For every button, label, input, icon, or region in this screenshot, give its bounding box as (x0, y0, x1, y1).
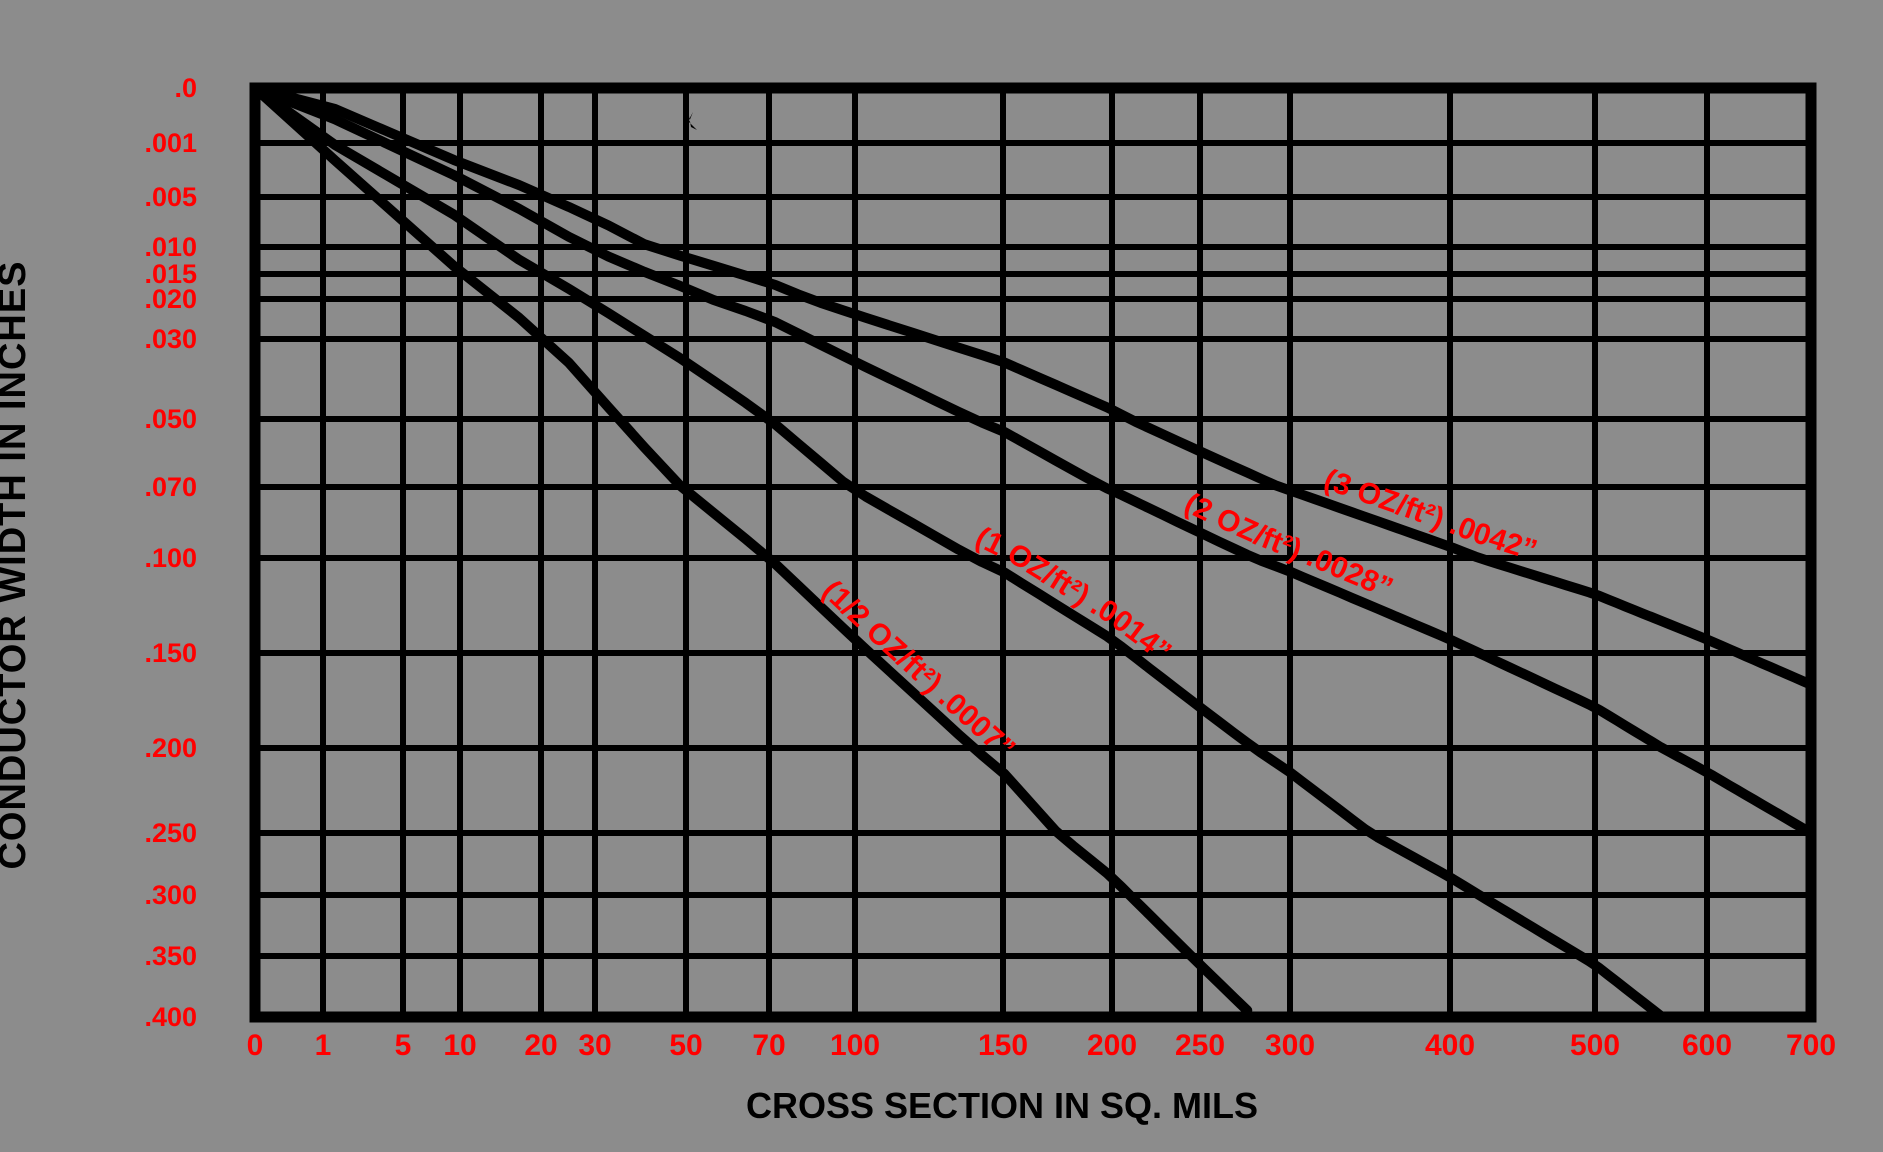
svg-text:5: 5 (395, 1029, 412, 1062)
svg-text:30: 30 (578, 1029, 611, 1062)
svg-text:.001: .001 (144, 128, 197, 158)
svg-text:.005: .005 (144, 182, 197, 212)
svg-text:.350: .350 (144, 941, 197, 971)
svg-text:.020: .020 (144, 284, 197, 314)
svg-text:.0: .0 (174, 73, 197, 103)
svg-text:CROSS SECTION IN SQ. MILS: CROSS SECTION IN SQ. MILS (746, 1085, 1258, 1126)
svg-text:100: 100 (830, 1029, 880, 1062)
svg-text:70: 70 (752, 1029, 785, 1062)
svg-text:.400: .400 (144, 1002, 197, 1032)
svg-text:200: 200 (1087, 1029, 1137, 1062)
svg-text:.200: .200 (144, 733, 197, 763)
svg-text:CONDUCTOR WIDTH IN INCHES: CONDUCTOR WIDTH IN INCHES (0, 260, 34, 869)
svg-text:700: 700 (1786, 1029, 1836, 1062)
svg-text:.100: .100 (144, 543, 197, 573)
svg-text:0: 0 (247, 1029, 264, 1062)
svg-text:1: 1 (315, 1029, 332, 1062)
svg-text:.250: .250 (144, 818, 197, 848)
svg-text:.070: .070 (144, 472, 197, 502)
svg-text:150: 150 (978, 1029, 1028, 1062)
svg-text:.030: .030 (144, 324, 197, 354)
svg-text:10: 10 (443, 1029, 476, 1062)
svg-text:400: 400 (1425, 1029, 1475, 1062)
svg-text:.300: .300 (144, 880, 197, 910)
svg-text:300: 300 (1265, 1029, 1315, 1062)
svg-text:50: 50 (669, 1029, 702, 1062)
svg-text:250: 250 (1175, 1029, 1225, 1062)
svg-text:500: 500 (1570, 1029, 1620, 1062)
svg-text:600: 600 (1682, 1029, 1732, 1062)
svg-text:.010: .010 (144, 232, 197, 262)
svg-text:.050: .050 (144, 404, 197, 434)
svg-text:.150: .150 (144, 638, 197, 668)
svg-text:20: 20 (524, 1029, 557, 1062)
